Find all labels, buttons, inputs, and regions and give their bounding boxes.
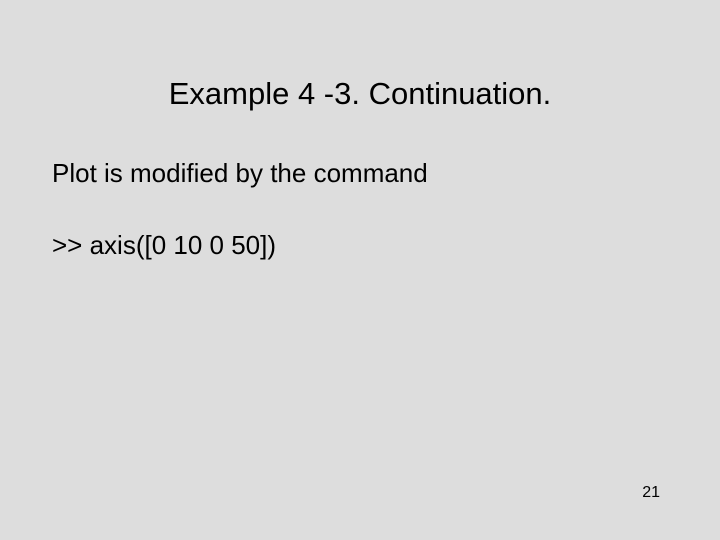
page-number: 21 <box>642 484 660 502</box>
slide: Example 4 -3. Continuation. Plot is modi… <box>0 0 720 540</box>
body-line-2: >> axis([0 10 0 50]) <box>52 230 276 261</box>
body-line-1: Plot is modified by the command <box>52 158 428 189</box>
slide-title: Example 4 -3. Continuation. <box>0 76 720 112</box>
